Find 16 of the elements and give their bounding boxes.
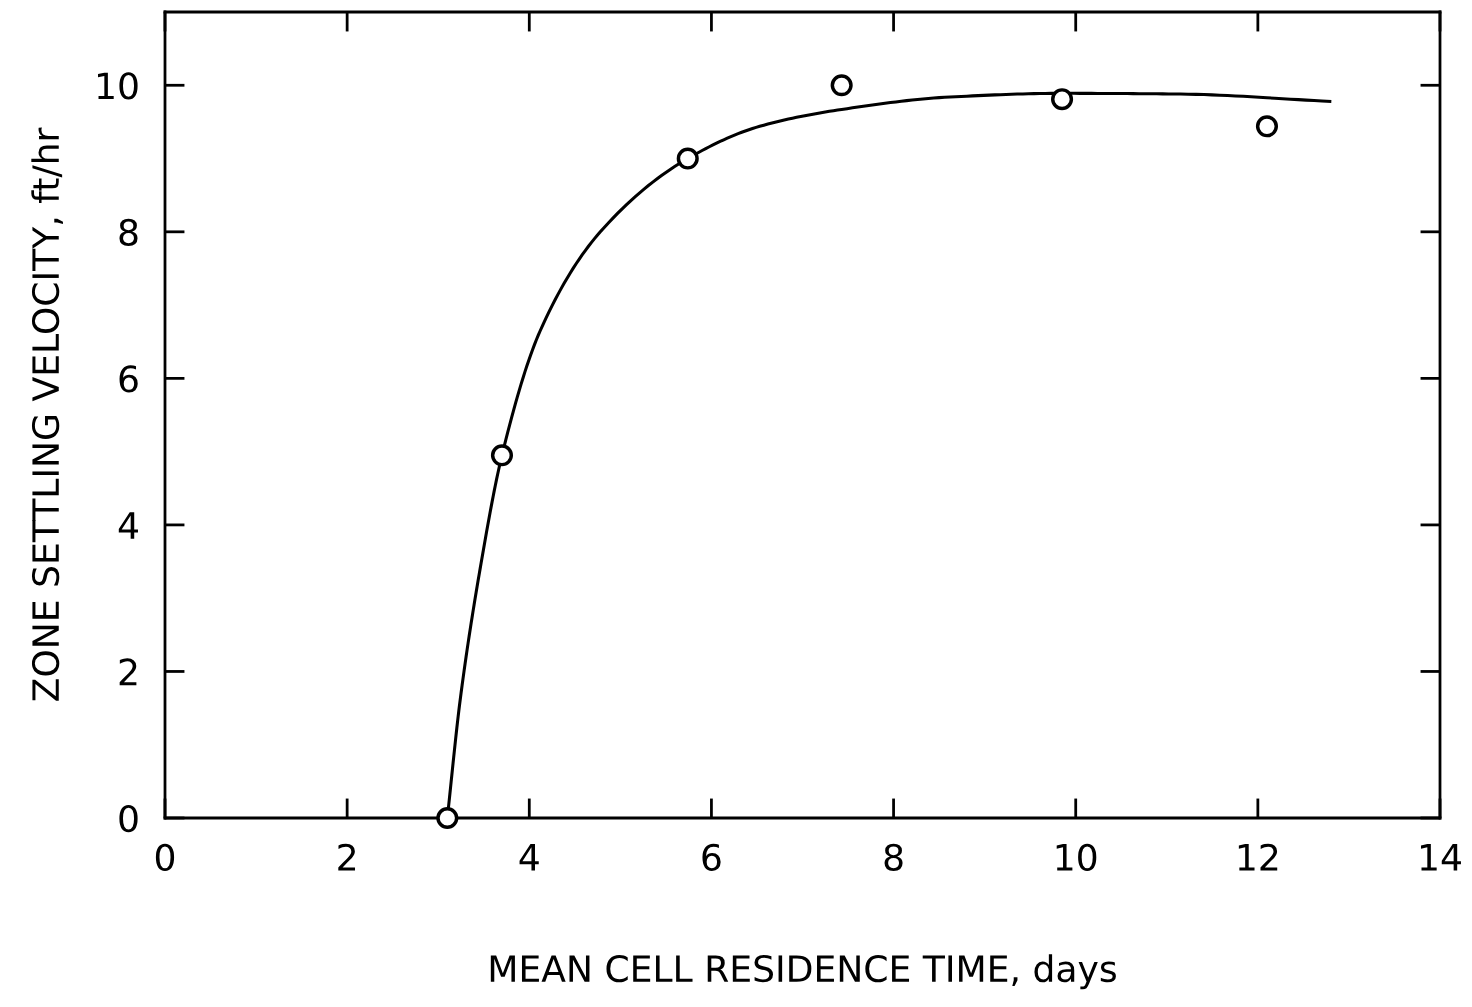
- y-axis-title: ZONE SETTLING VELOCITY, ft/hr: [31, 127, 63, 701]
- x-tick-label: 8: [884, 843, 903, 871]
- y-tick-label: 6: [119, 365, 138, 393]
- y-tick-label: 0: [119, 804, 138, 833]
- x-tick-label: 0: [155, 843, 175, 871]
- x-tick-label: 12: [1238, 843, 1278, 871]
- x-tick-label: 2: [338, 843, 356, 871]
- x-tick-label: 14: [1420, 844, 1461, 871]
- x-tick-label: 10: [1056, 843, 1097, 871]
- x-tick-label: 4: [519, 844, 539, 871]
- x-tick-label: 6: [702, 843, 721, 871]
- x-axis-title: MEAN CELL RESIDENCE TIME, days: [490, 954, 1116, 990]
- y-tick-label: 2: [119, 658, 137, 686]
- y-tick-label: 4: [118, 512, 138, 539]
- y-tick-label: 8: [119, 218, 138, 247]
- y-tick-label: 10: [98, 72, 138, 100]
